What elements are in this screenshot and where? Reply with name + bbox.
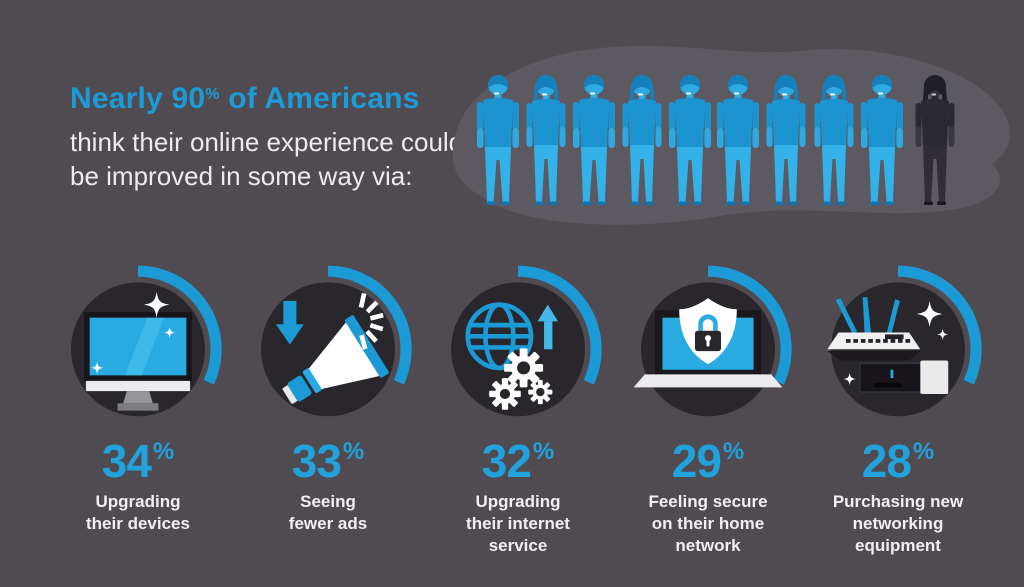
globe-gears-icon — [451, 265, 602, 417]
stat-value: 33% — [291, 435, 365, 487]
stat-label: Purchasing new networking equipment — [832, 492, 964, 556]
down-arrow — [275, 300, 304, 345]
arc-ring — [327, 265, 412, 385]
stat-value: 28% — [861, 435, 935, 487]
laptop-shield-icon — [633, 265, 792, 417]
stat-label: Upgrading their devices — [86, 492, 190, 534]
stat-value: 34% — [101, 435, 175, 487]
arc-ring — [707, 265, 792, 385]
stat-label: Seeing fewer ads — [288, 492, 368, 534]
headline-line-3: be improved in some way via: — [70, 161, 413, 191]
stat-item-internet: 32% Upgrading their internet service — [423, 256, 613, 557]
globe — [465, 302, 534, 371]
headline-percent-sup: % — [205, 86, 220, 103]
stat-label: Upgrading their internet service — [466, 492, 570, 556]
stat-item-devices: 34% Upgrading their devices — [43, 256, 233, 557]
antennas — [835, 297, 900, 334]
arc-ring — [137, 265, 222, 385]
headline: Nearly 90% of Americans think their onli… — [70, 82, 463, 193]
stat-value: 32% — [481, 435, 555, 487]
stat-item-security: 29% Feeling secure on their home network — [613, 256, 803, 557]
megaphone-icon — [261, 265, 412, 417]
lock-shackle — [698, 314, 718, 331]
router-vents — [845, 334, 911, 343]
router-icon — [827, 265, 982, 417]
headline-line-2: think their online experience could — [70, 127, 464, 157]
stats-row: 34% Upgrading their devices — [43, 256, 993, 557]
sound-rays — [358, 292, 384, 350]
monitor-icon — [71, 265, 222, 417]
stat-item-equipment: 28% Purchasing new networking equipment — [803, 256, 993, 557]
people-illustration — [452, 45, 1010, 225]
stat-label: Feeling secure on their home network — [648, 492, 768, 556]
headline-title-strong: Nearly 90 — [70, 82, 206, 115]
gears — [489, 348, 553, 410]
up-arrow — [537, 304, 558, 350]
stat-value: 29% — [671, 435, 745, 487]
stat-item-ads: 33% Seeing fewer ads — [233, 256, 423, 557]
headline-title-rest: of Americans — [219, 82, 420, 115]
headline-title: Nearly 90% of Americans — [70, 82, 463, 116]
arc-ring — [897, 265, 982, 385]
arc-ring — [517, 265, 602, 385]
